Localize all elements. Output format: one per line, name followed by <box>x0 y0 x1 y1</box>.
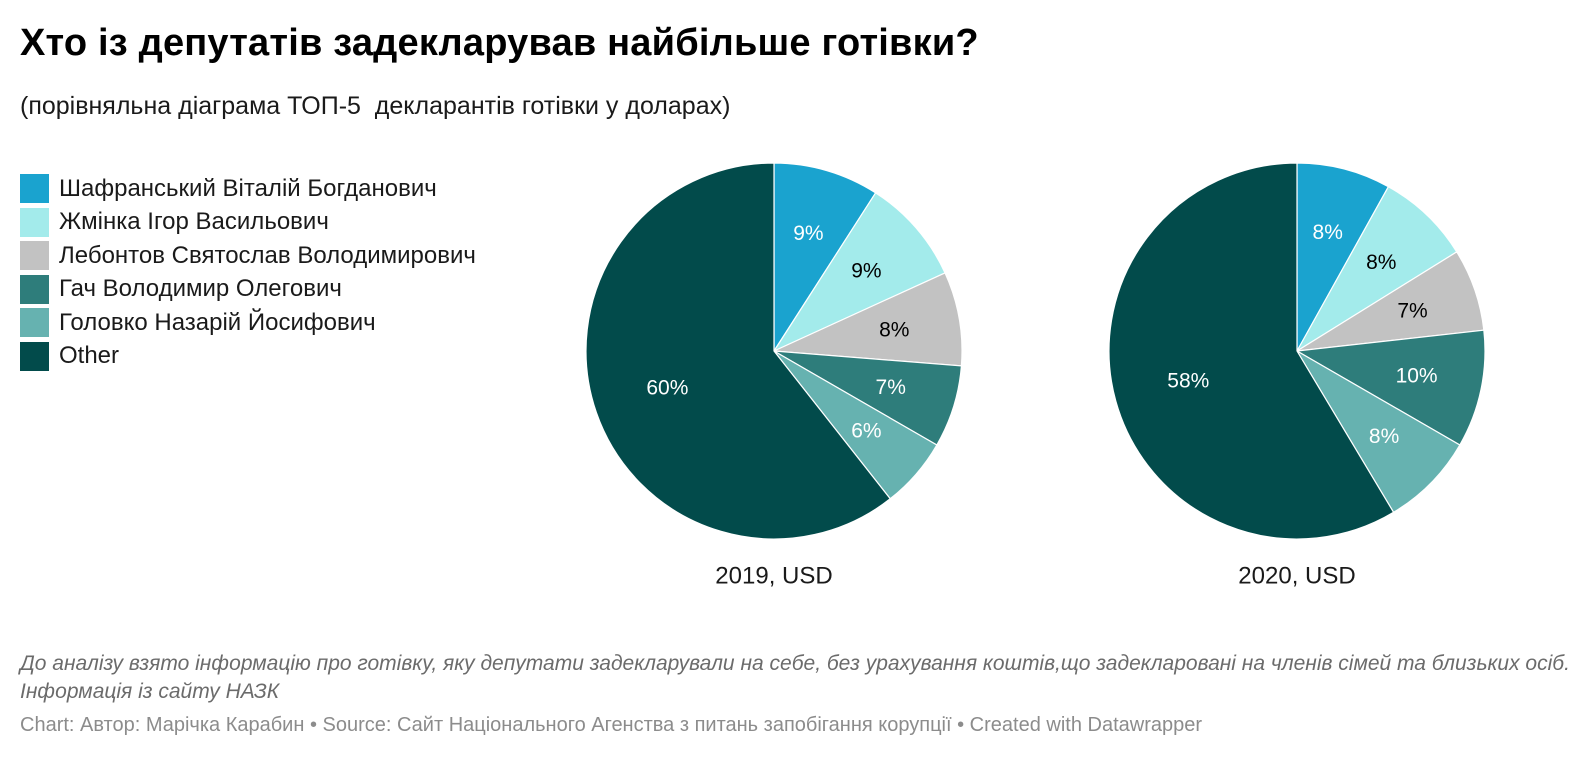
pie-slice <box>1295 349 1461 514</box>
slice-data-label: 8% <box>879 318 909 341</box>
legend-label: Гач Володимир Олегович <box>59 275 342 303</box>
legend-swatch <box>20 241 49 271</box>
legend-item: Гач Володимир Олегович <box>20 273 476 307</box>
legend-item: Головко Назарій Йосифович <box>20 306 476 340</box>
slice-data-label: 8% <box>1313 221 1343 244</box>
slice-data-label: 8% <box>1366 251 1396 274</box>
slice-data-label: 7% <box>1397 300 1427 323</box>
pie-slice <box>1295 329 1486 446</box>
footer-separator: • <box>309 714 323 736</box>
legend-item: Other <box>20 340 476 374</box>
slice-data-label: 9% <box>793 222 823 245</box>
slice-data-label: 7% <box>876 376 906 399</box>
pie-slice <box>1108 162 1395 540</box>
pie-slice <box>771 272 963 367</box>
legend-item: Лебонтов Святослав Володимирович <box>20 239 476 273</box>
chart-notes: До аналізу взято інформацію про готівку,… <box>20 652 1570 703</box>
pie-slice <box>585 162 892 540</box>
footer-separator: • <box>957 714 970 736</box>
pie-slice <box>1295 185 1458 353</box>
footer-chart-label: Chart: Автор: Марічка Карабин <box>20 714 305 736</box>
legend-swatch <box>20 174 49 204</box>
legend-label: Лебонтов Святослав Володимирович <box>59 241 476 269</box>
legend-swatch <box>20 207 49 237</box>
footer-created: Created with Datawrapper <box>969 714 1203 736</box>
slice-data-label: 58% <box>1167 370 1209 393</box>
footer-source: Source: Сайт Національного Агенства з пи… <box>322 714 952 736</box>
slice-data-label: 8% <box>1369 425 1399 448</box>
legend-label: Other <box>59 342 120 370</box>
legend-swatch <box>20 341 49 371</box>
chart-footer: Chart: Автор: Марічка Карабин • Source: … <box>20 714 1202 737</box>
pie-caption: 2019, USD <box>715 563 832 590</box>
pie-caption: 2020, USD <box>1238 563 1355 590</box>
legend-swatch <box>20 274 49 304</box>
legend-label: Головко Назарій Йосифович <box>59 308 376 336</box>
legend-item: Жмінка Ігор Васильович <box>20 206 476 240</box>
pie-chart: 9% 9% 8% 7% 6% 60% 2019, USD <box>585 162 963 590</box>
slice-data-label: 9% <box>851 260 881 283</box>
legend-item: Шафранський Віталій Богданович <box>20 172 476 206</box>
chart-subtitle: (порівняльна діаграма ТОП-5 декларантів … <box>20 92 731 120</box>
legend: Шафранський Віталій Богданович Жмінка Іго… <box>20 172 476 373</box>
legend-swatch <box>20 308 49 338</box>
slice-data-label: 60% <box>646 376 688 399</box>
pie-chart: 8% 8% 7% 10% 8% 58% 2020, USD <box>1108 162 1486 590</box>
legend-label: Шафранський Віталій Богданович <box>59 174 437 202</box>
pie-slice <box>772 192 946 353</box>
legend-label: Жмінка Ігор Васильович <box>59 208 329 236</box>
slice-data-label: 10% <box>1396 365 1438 388</box>
pie-slice <box>773 162 877 354</box>
slice-data-label: 6% <box>851 420 881 443</box>
pie-slice <box>1296 162 1390 354</box>
chart-title: Хто із депутатів задекларував найбільше … <box>20 22 979 64</box>
